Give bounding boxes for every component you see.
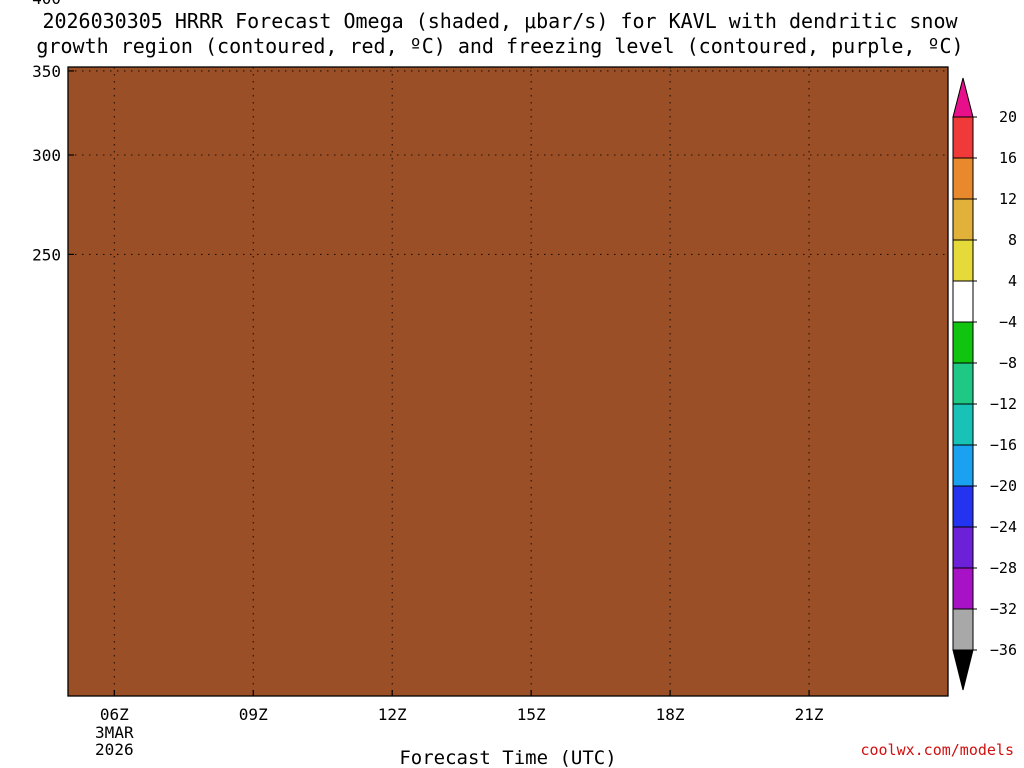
colorbar-label-2: 12 <box>999 190 1017 208</box>
colorbar-label-9: −20 <box>990 477 1017 495</box>
colorbar-label-6: −8 <box>999 354 1017 372</box>
y-tick-label-300: 300 <box>32 146 61 165</box>
colorbar: 20 16 12 8 4 −4 −8 −12 −16 −20 −24 −28 −32 −36 <box>952 77 1017 691</box>
colorbar-box-1 <box>952 157 974 200</box>
colorbar-box-4 <box>952 280 974 323</box>
colorbar-label-7: −12 <box>990 395 1017 413</box>
colorbar-label-0: 20 <box>999 108 1017 126</box>
plot-axes: 2503003504004505005506006507007508008509… <box>32 0 949 759</box>
chart-title-line-2: growth region (contoured, red, ºC) and f… <box>36 34 963 58</box>
colorbar-box-11 <box>952 567 974 610</box>
x-tick-label-9: 09Z <box>239 705 268 724</box>
colorbar-box-8 <box>952 444 974 487</box>
colorbar-label-8: −16 <box>990 436 1017 454</box>
colorbar-label-11: −28 <box>990 559 1017 577</box>
credit-link[interactable]: coolwx.com/models <box>860 741 1014 759</box>
colorbar-label-12: −32 <box>990 600 1017 618</box>
colorbar-top-arrow <box>952 77 974 118</box>
y-tick-label-350: 350 <box>32 62 61 81</box>
colorbar-box-0 <box>952 116 974 159</box>
y-tick-label-250: 250 <box>32 245 61 264</box>
plot-area <box>68 67 948 696</box>
plot-frame <box>67 66 949 697</box>
x-tick-label-18: 18Z <box>656 705 685 724</box>
x-tick-label-15: 15Z <box>517 705 546 724</box>
y-tick-label-400: 400 <box>32 0 61 8</box>
colorbar-box-10 <box>952 526 974 569</box>
chart-title-line-1: 2026030305 HRRR Forecast Omega (shaded, … <box>42 9 958 33</box>
colorbar-box-2 <box>952 198 974 241</box>
x-tick-label-21: 21Z <box>795 705 824 724</box>
colorbar-label-3: 8 <box>1008 231 1017 249</box>
colorbar-box-5 <box>952 321 974 364</box>
colorbar-label-4: 4 <box>1008 272 1017 290</box>
colorbar-label-5: −4 <box>999 313 1017 331</box>
colorbar-bottom-arrow <box>952 649 974 691</box>
colorbar-box-12 <box>952 608 974 651</box>
x-tick-label-6: 06Z <box>100 705 129 724</box>
x-tick-label-12: 12Z <box>378 705 407 724</box>
colorbar-box-6 <box>952 362 974 405</box>
ground-surface <box>68 67 948 696</box>
colorbar-box-9 <box>952 485 974 528</box>
x-tick-date-month: 3MAR <box>95 723 134 742</box>
x-tick-date-year: 2026 <box>95 740 134 759</box>
x-axis-title: Forecast Time (UTC) <box>399 747 616 768</box>
colorbar-box-3 <box>952 239 974 282</box>
colorbar-box-7 <box>952 403 974 446</box>
colorbar-label-1: 16 <box>999 149 1017 167</box>
colorbar-label-13: −36 <box>990 641 1017 659</box>
colorbar-label-10: −24 <box>990 518 1017 536</box>
